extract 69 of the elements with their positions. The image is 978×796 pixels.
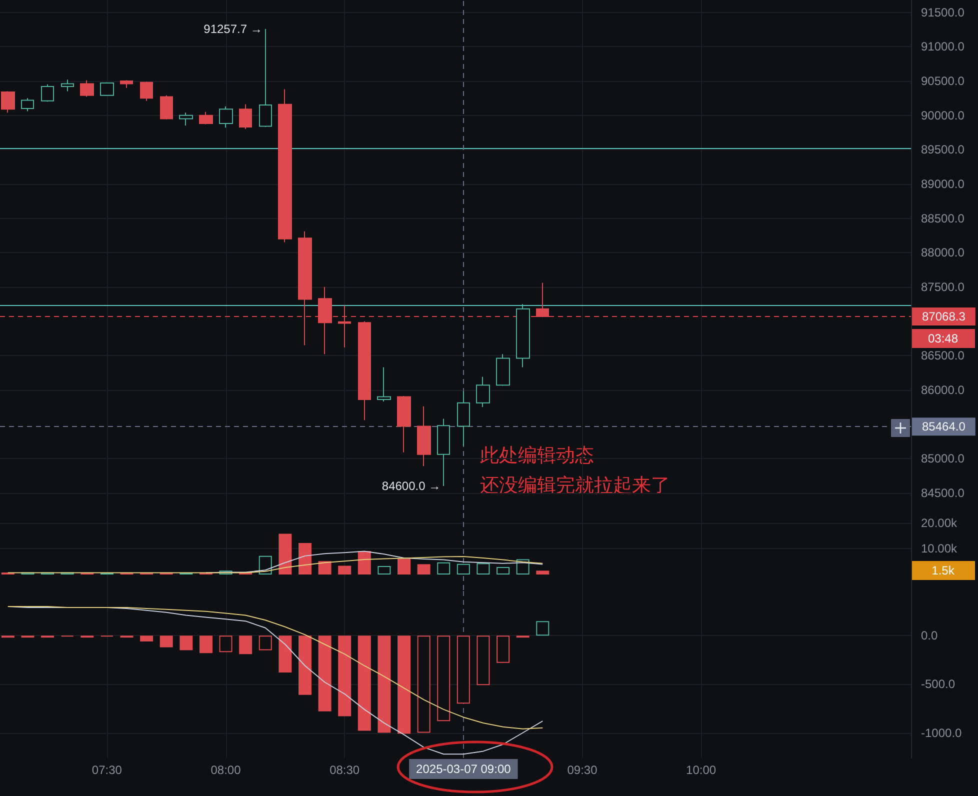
bar	[536, 570, 550, 575]
candlestick	[199, 111, 213, 125]
bar	[476, 563, 490, 575]
y-tick-label: 87500.0	[921, 280, 965, 294]
candlestick	[259, 28, 272, 128]
candlestick	[140, 81, 153, 102]
bar	[456, 564, 470, 575]
candlestick	[219, 106, 233, 128]
candlestick	[496, 354, 510, 386]
y-tick-label: 88000.0	[921, 246, 965, 260]
y-tick-label: -500.0	[921, 677, 956, 692]
y-tick-label: 85000.0	[921, 452, 965, 466]
ref-line-label: 87068.3	[922, 310, 966, 324]
y-tick-label: 86000.0	[921, 382, 965, 397]
y-tick-label: 89000.0	[921, 176, 965, 191]
bar	[278, 534, 292, 575]
bar	[338, 566, 352, 575]
candlestick	[358, 320, 371, 421]
text: 1.5k	[932, 564, 956, 578]
candlestick	[179, 112, 193, 126]
x-tick-label: 08:30	[330, 763, 360, 777]
text: 03:48	[928, 332, 958, 346]
candlestick	[397, 396, 411, 453]
annotation: 84600.0 →	[382, 478, 441, 493]
ref-line-label: 2025-03-07 09:00	[416, 762, 512, 776]
candlestick	[41, 84, 54, 102]
candlestick	[100, 82, 114, 96]
candlestick	[21, 98, 34, 112]
bar	[398, 558, 411, 575]
y-tick-label: 20.00k	[921, 516, 958, 530]
candlestick	[437, 418, 450, 486]
x-tick-label: 10:00	[686, 763, 716, 777]
y-tick-label: 91500.0	[921, 5, 965, 20]
bar	[417, 564, 430, 575]
candlestick	[239, 104, 252, 130]
candlestick	[377, 366, 391, 402]
y-tick-label: 86500.0	[921, 348, 965, 363]
candlestick	[61, 79, 74, 92]
candlestick	[476, 376, 490, 408]
candlestick	[457, 390, 470, 447]
y-tick-label: 10.00k	[921, 542, 958, 556]
candlestick	[80, 80, 94, 98]
line-series	[7, 556, 544, 574]
bar	[298, 543, 312, 575]
x-tick-label: 07:30	[92, 763, 122, 777]
candlestick	[160, 94, 173, 120]
candlestick	[516, 304, 530, 368]
bar	[318, 561, 332, 575]
candlestick	[1, 90, 15, 114]
x-tick-label: 08:00	[210, 763, 242, 777]
y-tick-label: -1000.0	[921, 726, 962, 740]
candlestick	[120, 80, 133, 88]
y-tick-label: 90000.0	[921, 108, 965, 122]
y-tick-label: 90500.0	[921, 74, 965, 88]
candlestick	[278, 88, 292, 243]
bar	[358, 551, 371, 575]
bar	[378, 566, 391, 575]
x-tick-label: 09:30	[567, 763, 598, 777]
bar	[437, 562, 450, 575]
y-tick-label: 88500.0	[921, 211, 965, 226]
bar	[496, 567, 510, 575]
y-tick-label: 89500.0	[921, 142, 965, 157]
y-tick-label: 91000.0	[921, 40, 965, 54]
line-series	[7, 606, 544, 730]
ref-line-label: 85464.0	[922, 420, 966, 434]
annotation: 91257.7 →	[204, 22, 262, 36]
candlestick	[417, 406, 431, 467]
y-tick-label: 0.0	[921, 628, 938, 643]
y-tick-label: 84500.0	[921, 486, 965, 500]
